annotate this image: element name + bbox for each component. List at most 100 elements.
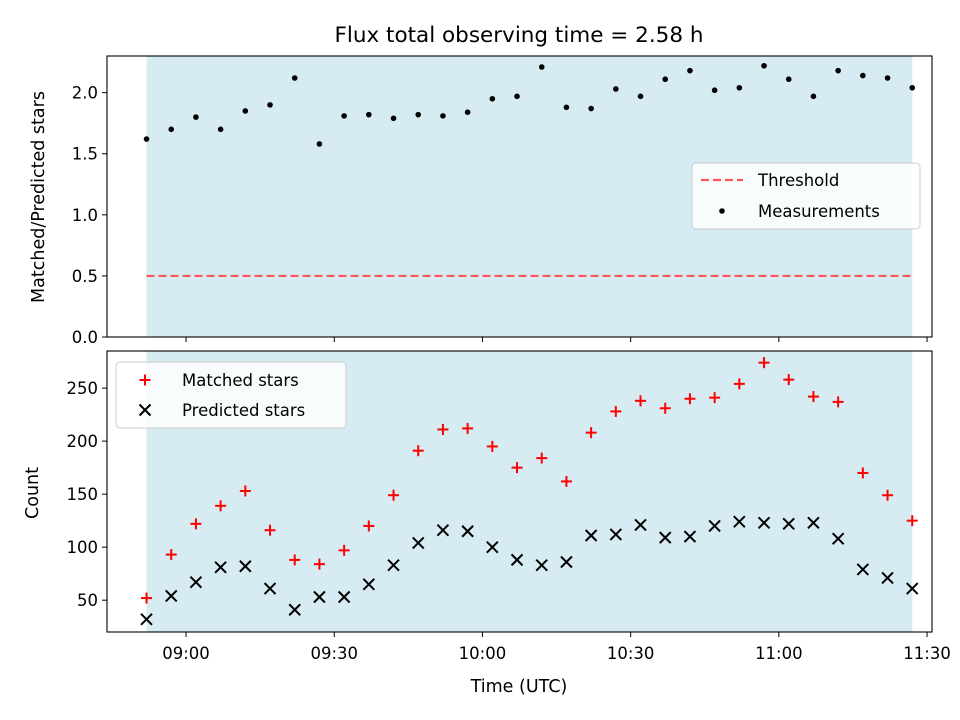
measurement-point (909, 84, 916, 91)
bottom-x-tick-label: 09:30 (310, 644, 358, 663)
predicted-star-point (412, 536, 425, 550)
legend-measurements-label: Measurements (758, 202, 880, 221)
measurement-point (785, 76, 792, 83)
predicted-star-point (609, 528, 623, 541)
legend-matched-swatch (139, 374, 151, 386)
measurement-point (687, 67, 693, 74)
measurement-point (193, 114, 199, 120)
predicted-star-point (683, 530, 697, 543)
matched-star-point (313, 558, 325, 570)
top-y-tick-label: 2.0 (72, 84, 98, 103)
chart-title: Flux total observing time = 2.58 h (335, 23, 704, 48)
legend-threshold-label: Threshold (757, 171, 839, 190)
matched-star-point (215, 500, 227, 512)
predicted-star-point (239, 560, 252, 573)
bottom-x-tick-label: 09:00 (162, 644, 210, 663)
measurement-point (415, 111, 422, 118)
measurement-point (810, 93, 817, 100)
matched-star-point (684, 393, 696, 405)
predicted-star-point (856, 563, 870, 576)
bottom-x-tick-label: 10:00 (459, 644, 507, 663)
measurement-point (291, 75, 298, 81)
bottom-legend: Matched stars Predicted stars (115, 361, 347, 429)
predicted-star-point (436, 523, 450, 537)
predicted-star-point (634, 518, 647, 532)
measurement-point (168, 126, 175, 133)
matched-star-point (832, 396, 844, 408)
measurement-point (242, 108, 249, 114)
matched-star-point (906, 515, 918, 527)
measurement-point (464, 109, 471, 115)
top-legend-box (691, 162, 921, 230)
predicted-star-point (560, 555, 573, 569)
x-axis-label: Time (UTC) (470, 677, 568, 697)
matched-star-point (758, 357, 770, 369)
matched-star-point (141, 592, 153, 604)
measurement-point (884, 75, 891, 81)
matched-star-point (412, 445, 424, 457)
matched-star-point (437, 423, 449, 435)
matched-star-point (388, 489, 400, 501)
matched-star-point (363, 520, 375, 532)
measurement-point (514, 93, 520, 100)
matched-star-point (462, 422, 474, 434)
measurement-point (736, 84, 743, 91)
predicted-star-point (659, 531, 672, 544)
measurement-point (761, 62, 767, 69)
measurement-point (711, 87, 718, 94)
measurement-point (563, 104, 570, 111)
matched-star-point (560, 475, 572, 487)
predicted-star-point (337, 590, 351, 604)
bottom-legend-box (115, 361, 347, 429)
predicted-star-point (165, 589, 178, 603)
matched-star-point (857, 467, 869, 479)
measurement-point (316, 141, 323, 147)
bottom-x-tick-label: 10:30 (607, 644, 655, 663)
top-panel: Matched/Predicted stars 0.0 0.5 1.0 1.5 2.0 T… (29, 55, 933, 347)
measurement-point (637, 93, 644, 100)
measurement-point (662, 76, 669, 83)
matched-star-point (585, 427, 597, 439)
matched-star-point (733, 378, 745, 390)
top-legend: Threshold Measurements (691, 162, 921, 230)
predicted-star-point (782, 517, 795, 531)
legend-predicted-swatch (138, 403, 152, 417)
matched-star-point (635, 395, 647, 407)
matched-star-point (659, 402, 671, 414)
bottom-axes-frame (106, 350, 933, 633)
predicted-star-point (288, 603, 301, 616)
predicted-star-point (387, 558, 400, 572)
top-y-tick-label: 1.0 (72, 206, 98, 225)
predicted-star-point (214, 561, 227, 574)
measurement-point (366, 111, 372, 118)
top-y-tick-label: 1.5 (72, 145, 98, 164)
measurement-point (835, 67, 841, 74)
measurement-point (341, 113, 347, 119)
predicted-star-point (362, 578, 376, 591)
top-y-axis-label: Matched/Predicted stars (29, 91, 49, 303)
predicted-star-point (189, 575, 203, 589)
legend-matched-label: Matched stars (182, 371, 299, 390)
predicted-star-point (140, 613, 153, 626)
measurement-point (440, 113, 446, 119)
predicted-star-point (510, 553, 524, 567)
matched-star-point (610, 405, 622, 417)
bottom-x-tick-label: 11:00 (755, 644, 803, 663)
predicted-star-point (263, 582, 277, 595)
legend-measurements-swatch (719, 208, 725, 214)
measurement-point (267, 102, 273, 108)
bottom-x-tick-label: 11:30 (903, 644, 951, 663)
bottom-y-tick-label: 250 (67, 379, 99, 398)
legend-predicted-label: Predicted stars (182, 401, 305, 420)
measurement-point (143, 136, 150, 142)
measurement-point (217, 126, 224, 133)
measurement-point (538, 64, 545, 70)
bottom-y-tick-label: 100 (67, 538, 99, 557)
bottom-panel: Count Time (UTC) 50 100 150 200 250 09:00 09:3… (23, 350, 951, 697)
matched-star-point (165, 549, 177, 561)
predicted-star-point (486, 540, 499, 554)
measurement-point (489, 95, 496, 102)
predicted-star-point (313, 590, 326, 604)
matched-star-point (807, 391, 819, 403)
